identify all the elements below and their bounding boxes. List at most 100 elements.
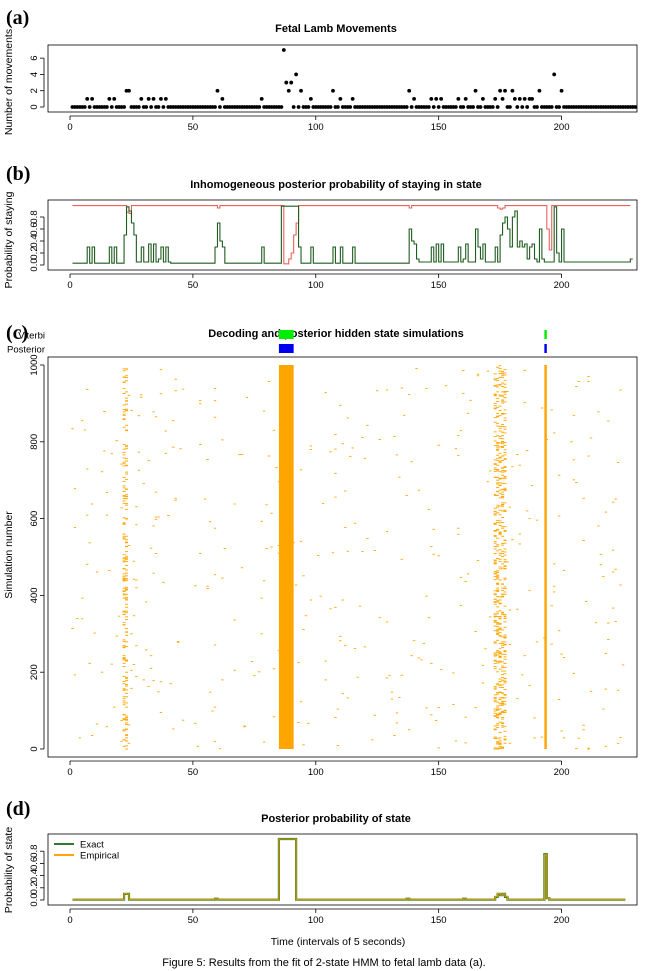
movement-point bbox=[559, 88, 564, 93]
movement-point bbox=[215, 88, 220, 93]
x-axis-label: Time (intervals of 5 seconds) bbox=[271, 936, 405, 948]
movement-point bbox=[122, 105, 126, 109]
panel-b-y-tick-label: 0.0 bbox=[29, 258, 40, 271]
panel-d-x-tick-label: 50 bbox=[188, 915, 199, 926]
movement-point bbox=[259, 96, 264, 101]
movement-point bbox=[535, 105, 539, 109]
movement-point bbox=[161, 105, 166, 109]
movement-point bbox=[109, 105, 114, 109]
movement-point bbox=[461, 105, 466, 109]
panel-c-raster: Viterbi Posterior bbox=[7, 330, 625, 750]
panel-a-y-tick-label: 0 bbox=[29, 104, 40, 109]
movement-point bbox=[456, 96, 461, 101]
movement-point bbox=[537, 88, 542, 93]
simulation-dense-block bbox=[278, 365, 294, 749]
panel-a-plot-frame bbox=[47, 44, 638, 113]
panel-a: (a) Fetal Lamb Movements Number of movem… bbox=[3, 7, 638, 135]
panel-d-ylabel: Probability of state bbox=[3, 827, 15, 914]
panel-b-x-tick-label: 100 bbox=[308, 280, 324, 291]
posterior-state-line-empirical bbox=[72, 838, 626, 901]
movement-point bbox=[490, 105, 495, 109]
movement-point bbox=[478, 105, 483, 109]
panel-a-points bbox=[70, 48, 638, 109]
panel-c-title: Decoding and posterior hidden state simu… bbox=[208, 328, 463, 340]
movement-point bbox=[407, 88, 412, 93]
panel-b-ylabel: Probability of staying bbox=[3, 191, 15, 288]
viterbi-row-label: Viterbi bbox=[18, 331, 45, 342]
movement-point bbox=[127, 88, 131, 93]
movement-point bbox=[426, 105, 431, 109]
panel-c-y-tick-label: 0 bbox=[29, 746, 40, 751]
movement-point bbox=[156, 105, 161, 109]
panel-c: (c) Decoding and posterior hidden state … bbox=[3, 322, 638, 778]
movement-point bbox=[294, 72, 299, 77]
legend-label-empirical: Empirical bbox=[80, 851, 119, 862]
movement-point bbox=[463, 96, 468, 101]
movement-point bbox=[503, 88, 507, 93]
movement-point bbox=[82, 105, 87, 109]
simulation-dense-block bbox=[544, 365, 547, 749]
panel-c-y-tick-label: 400 bbox=[29, 587, 40, 603]
panel-c-y-tick-label: 600 bbox=[29, 511, 40, 527]
panel-b-plot-frame bbox=[47, 199, 638, 271]
panel-c-x-tick-label: 50 bbox=[188, 767, 199, 778]
panel-c-x-tick-label: 100 bbox=[308, 767, 324, 778]
movement-point bbox=[213, 105, 217, 109]
panel-c-plot-frame bbox=[47, 356, 638, 758]
panel-a-ylabel: Number of movements bbox=[3, 29, 15, 135]
panel-c-x-tick-label: 200 bbox=[554, 767, 570, 778]
movement-point bbox=[481, 96, 485, 101]
posterior-row-label: Posterior bbox=[7, 345, 45, 356]
movement-point bbox=[281, 48, 286, 52]
panel-b-y-tick-label: 0.2 bbox=[29, 246, 40, 259]
movement-point bbox=[517, 96, 522, 101]
panel-a-x-tick-label: 0 bbox=[67, 122, 72, 133]
movement-point bbox=[515, 105, 520, 109]
movement-point bbox=[557, 105, 561, 109]
movement-point bbox=[520, 105, 525, 109]
movement-point bbox=[328, 105, 333, 109]
movement-point bbox=[493, 96, 498, 101]
movement-point bbox=[291, 105, 296, 109]
movement-point bbox=[512, 96, 517, 101]
movement-point bbox=[144, 105, 149, 109]
movement-point bbox=[159, 96, 163, 101]
movement-point bbox=[279, 105, 284, 109]
movement-point bbox=[284, 80, 289, 85]
panel-c-y-tick-label: 200 bbox=[29, 664, 40, 680]
movement-point bbox=[308, 96, 313, 101]
movement-point bbox=[218, 105, 222, 109]
movement-point bbox=[146, 96, 151, 101]
legend-label-exact: Exact bbox=[80, 840, 104, 851]
staying-probability-line-2 bbox=[72, 205, 633, 264]
movement-point bbox=[331, 88, 335, 93]
viterbi-segment bbox=[544, 330, 547, 339]
panel-b-title: Inhomogeneous posterior probability of s… bbox=[190, 179, 482, 191]
panel-b-letter: (b) bbox=[6, 163, 30, 185]
panel-c-letter: (c) bbox=[6, 322, 28, 344]
panel-a-x-tick-label: 50 bbox=[188, 122, 199, 133]
movement-point bbox=[299, 88, 303, 93]
movement-point bbox=[429, 96, 434, 101]
movement-point bbox=[439, 96, 444, 101]
panel-d-x-tick-label: 200 bbox=[554, 915, 570, 926]
panel-b-y-tick-label: 0.6 bbox=[29, 222, 40, 235]
movement-point bbox=[220, 96, 225, 101]
panel-b-x-tick-label: 200 bbox=[554, 280, 570, 291]
panel-a-title: Fetal Lamb Movements bbox=[275, 23, 397, 35]
panel-d-y-tick-label: 0.0 bbox=[29, 893, 40, 906]
movement-point bbox=[498, 88, 503, 93]
panel-c-axes: 0 50 100 150 200 0 200 400 600 800 1000 bbox=[29, 354, 569, 778]
movement-point bbox=[530, 96, 534, 101]
movement-point bbox=[409, 105, 414, 109]
movement-point bbox=[434, 96, 439, 101]
movement-point bbox=[350, 96, 355, 101]
panel-d-y-tick-label: 0.8 bbox=[29, 845, 40, 858]
panel-b-y-tick-label: 0.4 bbox=[29, 234, 40, 247]
figure-caption: Figure 5: Results from the fit of 2-stat… bbox=[162, 957, 485, 969]
posterior-state-line-exact bbox=[72, 837, 626, 901]
movement-point bbox=[500, 96, 505, 101]
movement-point bbox=[404, 105, 409, 109]
movement-point bbox=[552, 72, 557, 77]
panel-d: (d) Posterior probability of state Proba… bbox=[3, 798, 638, 926]
